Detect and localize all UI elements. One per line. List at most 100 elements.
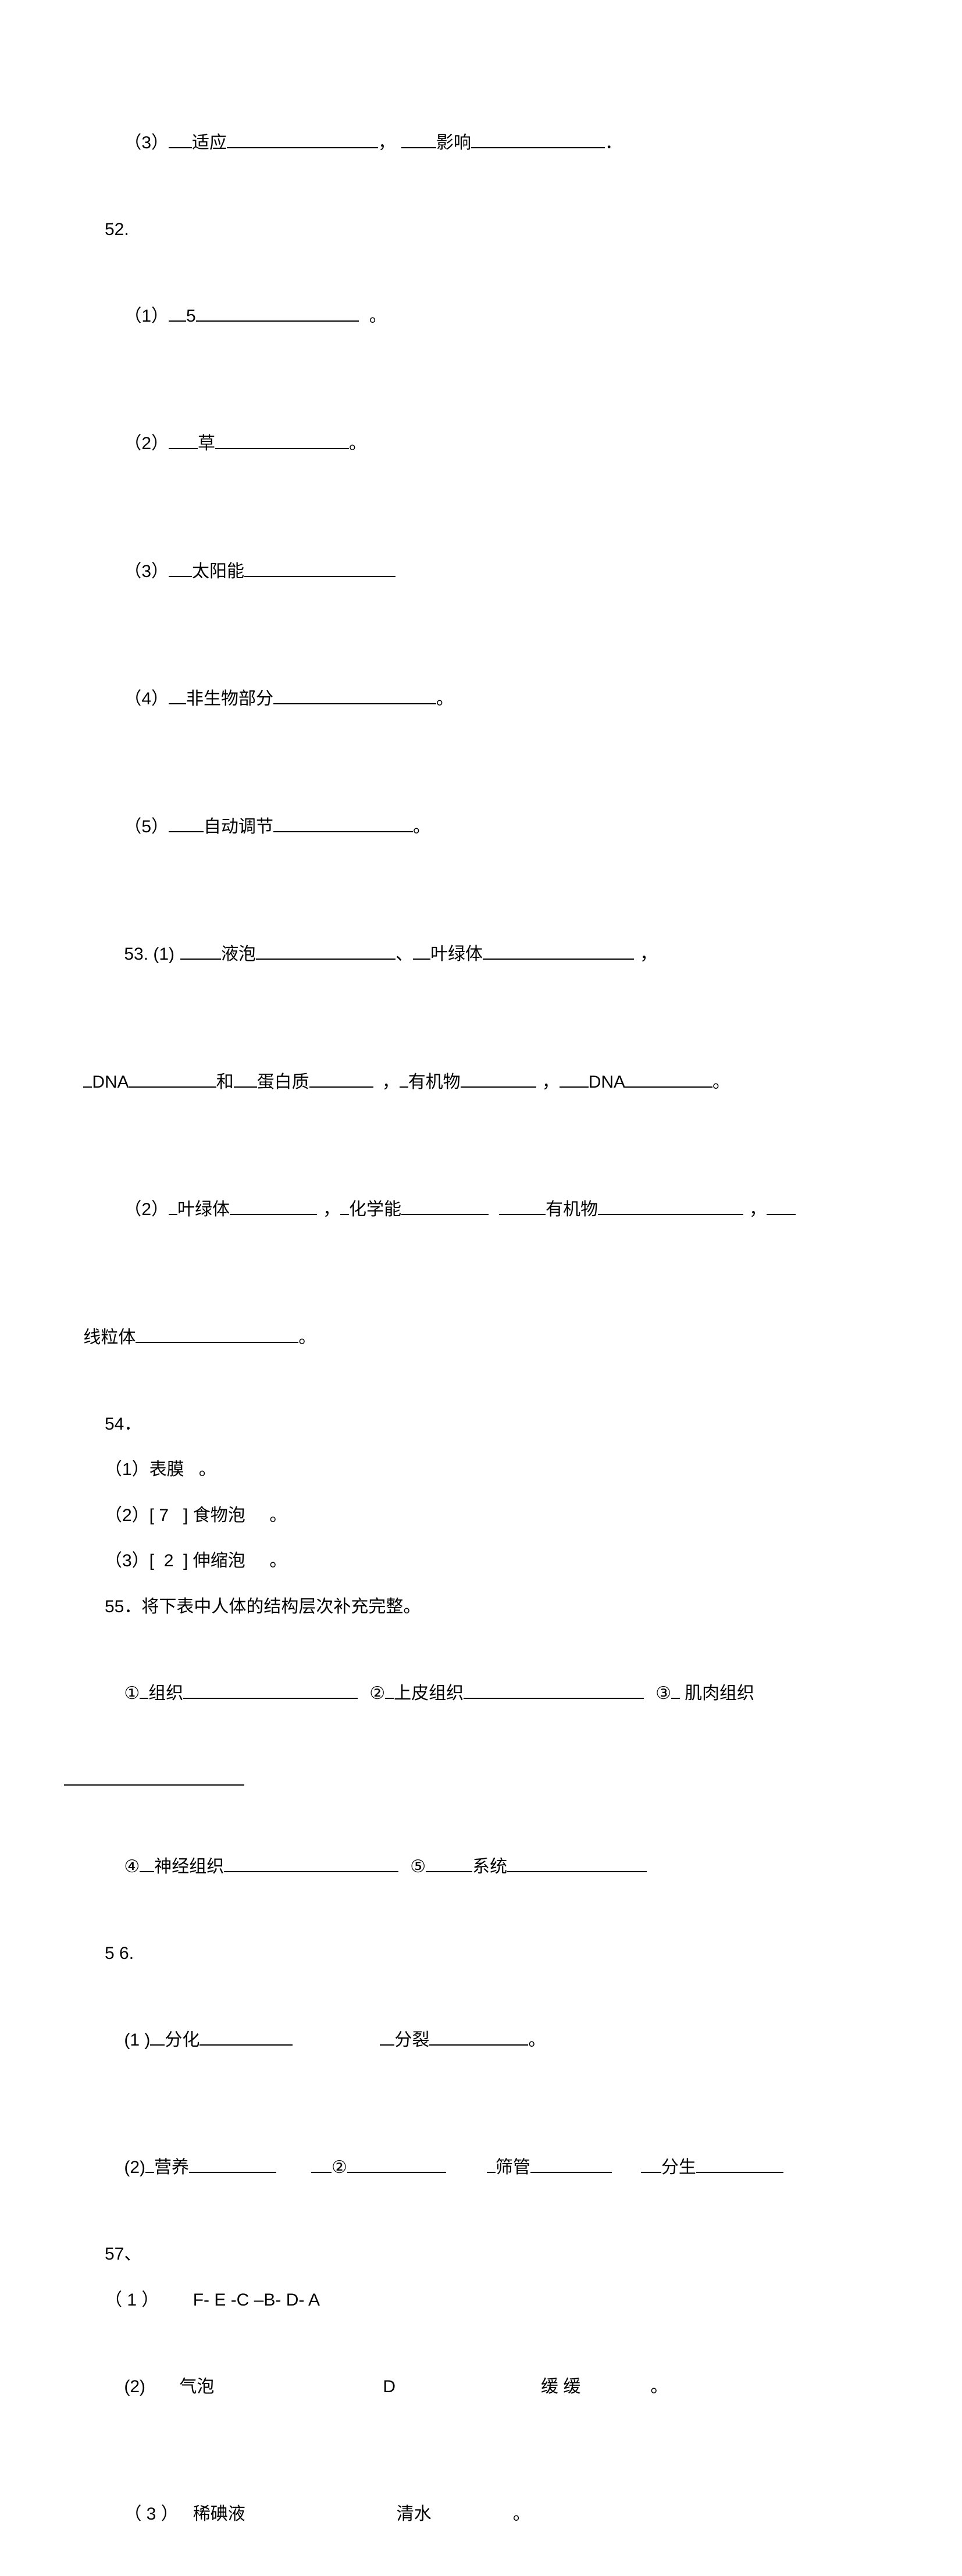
blank	[273, 814, 413, 832]
blank	[429, 2027, 528, 2046]
text: 组织	[148, 1684, 183, 1703]
blank	[215, 430, 349, 449]
blank	[507, 1854, 647, 1872]
text: 57、	[105, 2244, 141, 2264]
q52-4: （4） 非生物部分 。	[64, 638, 898, 761]
blank	[641, 2154, 661, 2173]
text: ⑤	[410, 1857, 426, 1876]
text: ④	[124, 1857, 140, 1876]
q56-2: (2)营养②筛管分生	[64, 2107, 898, 2230]
text: ③	[655, 1684, 671, 1703]
q57-1: （ 1 ） F- E -C –B- D- A	[64, 2280, 898, 2321]
text: 分化	[165, 2030, 199, 2050]
blank	[347, 2154, 446, 2173]
text: 、	[396, 945, 413, 964]
blank	[625, 1069, 712, 1088]
text: 53. (1)	[124, 945, 174, 964]
blank	[83, 1069, 92, 1088]
text: ，	[382, 1073, 400, 1092]
q55-row1: ①组织②上皮组织③肌肉组织	[64, 1632, 898, 1755]
text: (1 )	[124, 2030, 150, 2050]
text: 有机物	[408, 1073, 461, 1092]
q52-5: （5）自动调节。	[64, 765, 898, 889]
text: （3）	[124, 562, 169, 581]
blank	[767, 1196, 796, 1215]
text: ，	[378, 133, 396, 152]
q55-row2: ④神经组织⑤系统	[64, 1805, 898, 1929]
q53-1-line1: 53. (1)液泡、叶绿体，	[64, 893, 898, 1017]
q55-row1b	[64, 1760, 898, 1801]
blank	[244, 558, 396, 577]
blank	[140, 1854, 154, 1872]
text: 。	[528, 2030, 546, 2050]
text: 5 6.	[105, 1944, 134, 1963]
text: D	[383, 2377, 396, 2396]
text: 。	[650, 2377, 668, 2396]
text: （2）	[124, 1200, 169, 1219]
blank	[180, 941, 221, 960]
blank	[224, 1854, 398, 1872]
text: 营养	[154, 2158, 189, 2177]
text: (2)	[124, 2158, 145, 2177]
blank	[530, 2154, 612, 2173]
text: DNA	[589, 1073, 625, 1092]
blank	[487, 2154, 496, 2173]
q54-heading: 54．	[64, 1404, 898, 1445]
text: ，	[640, 945, 657, 964]
blank	[340, 1196, 349, 1215]
text: 有机物	[546, 1200, 598, 1219]
text: 液泡	[221, 945, 256, 964]
text: 太阳能	[192, 562, 244, 581]
blank	[309, 1069, 373, 1088]
q57-2: (2) 气泡D缓 缓。	[64, 2325, 898, 2449]
blank	[64, 1767, 244, 1786]
text: 蛋白质	[257, 1073, 309, 1092]
text: 清水	[397, 2504, 432, 2524]
text: ，	[749, 1200, 767, 1219]
blank	[234, 1069, 257, 1088]
blank	[145, 2154, 154, 2173]
q52-3: （3） 太阳能	[64, 510, 898, 633]
text: 54．	[105, 1415, 141, 1434]
text: 自动调节	[204, 817, 273, 836]
blank	[169, 430, 198, 449]
blank	[199, 2027, 293, 2046]
blank	[256, 941, 396, 960]
text: 。	[513, 2504, 530, 2524]
text: 影响	[436, 133, 471, 152]
text: （3）	[124, 133, 169, 152]
text: 55．将下表中人体的结构层次补充完整。	[105, 1597, 421, 1616]
blank	[169, 686, 186, 704]
q57-3: （ 3 ） 稀碘液 清水 。	[64, 2453, 898, 2576]
q57-heading: 57、	[64, 2234, 898, 2275]
text: 分生	[661, 2158, 696, 2177]
q56-heading: 5 6.	[64, 1933, 898, 1975]
text: ①	[124, 1684, 140, 1703]
blank	[385, 1680, 394, 1699]
q54-1: （1）表膜 。	[64, 1449, 898, 1491]
text: 和	[216, 1073, 234, 1092]
blank	[169, 814, 204, 832]
text: 肌肉组织	[685, 1684, 754, 1703]
blank	[189, 2154, 276, 2173]
text: 。	[436, 689, 454, 708]
text: 化学能	[349, 1200, 401, 1219]
q53-2-line1: （2）叶绿体，化学能有机物，	[64, 1149, 898, 1272]
blank	[401, 130, 436, 148]
text: （ 3 ） 稀碘液	[124, 2504, 245, 2524]
blank	[696, 2154, 783, 2173]
blank	[499, 1196, 546, 1215]
q53-1-line2: DNA和蛋白质，有机物，DNA。	[64, 1021, 898, 1144]
text: 非生物部分	[186, 689, 273, 708]
blank	[380, 2027, 394, 2046]
text: 。	[712, 1073, 730, 1092]
q3-line: （3）适应，影响．	[64, 81, 898, 205]
blank	[196, 303, 359, 322]
text: 5	[186, 307, 196, 326]
blank	[150, 2027, 165, 2046]
q55-heading: 55．将下表中人体的结构层次补充完整。	[64, 1587, 898, 1628]
text: （4）	[124, 689, 169, 708]
document-page: （3）适应，影响． 52. （1）5。 （2）草。 （3）太阳能 （4）非生物部…	[0, 0, 962, 1360]
text: 。	[413, 817, 430, 836]
blank	[169, 130, 192, 148]
